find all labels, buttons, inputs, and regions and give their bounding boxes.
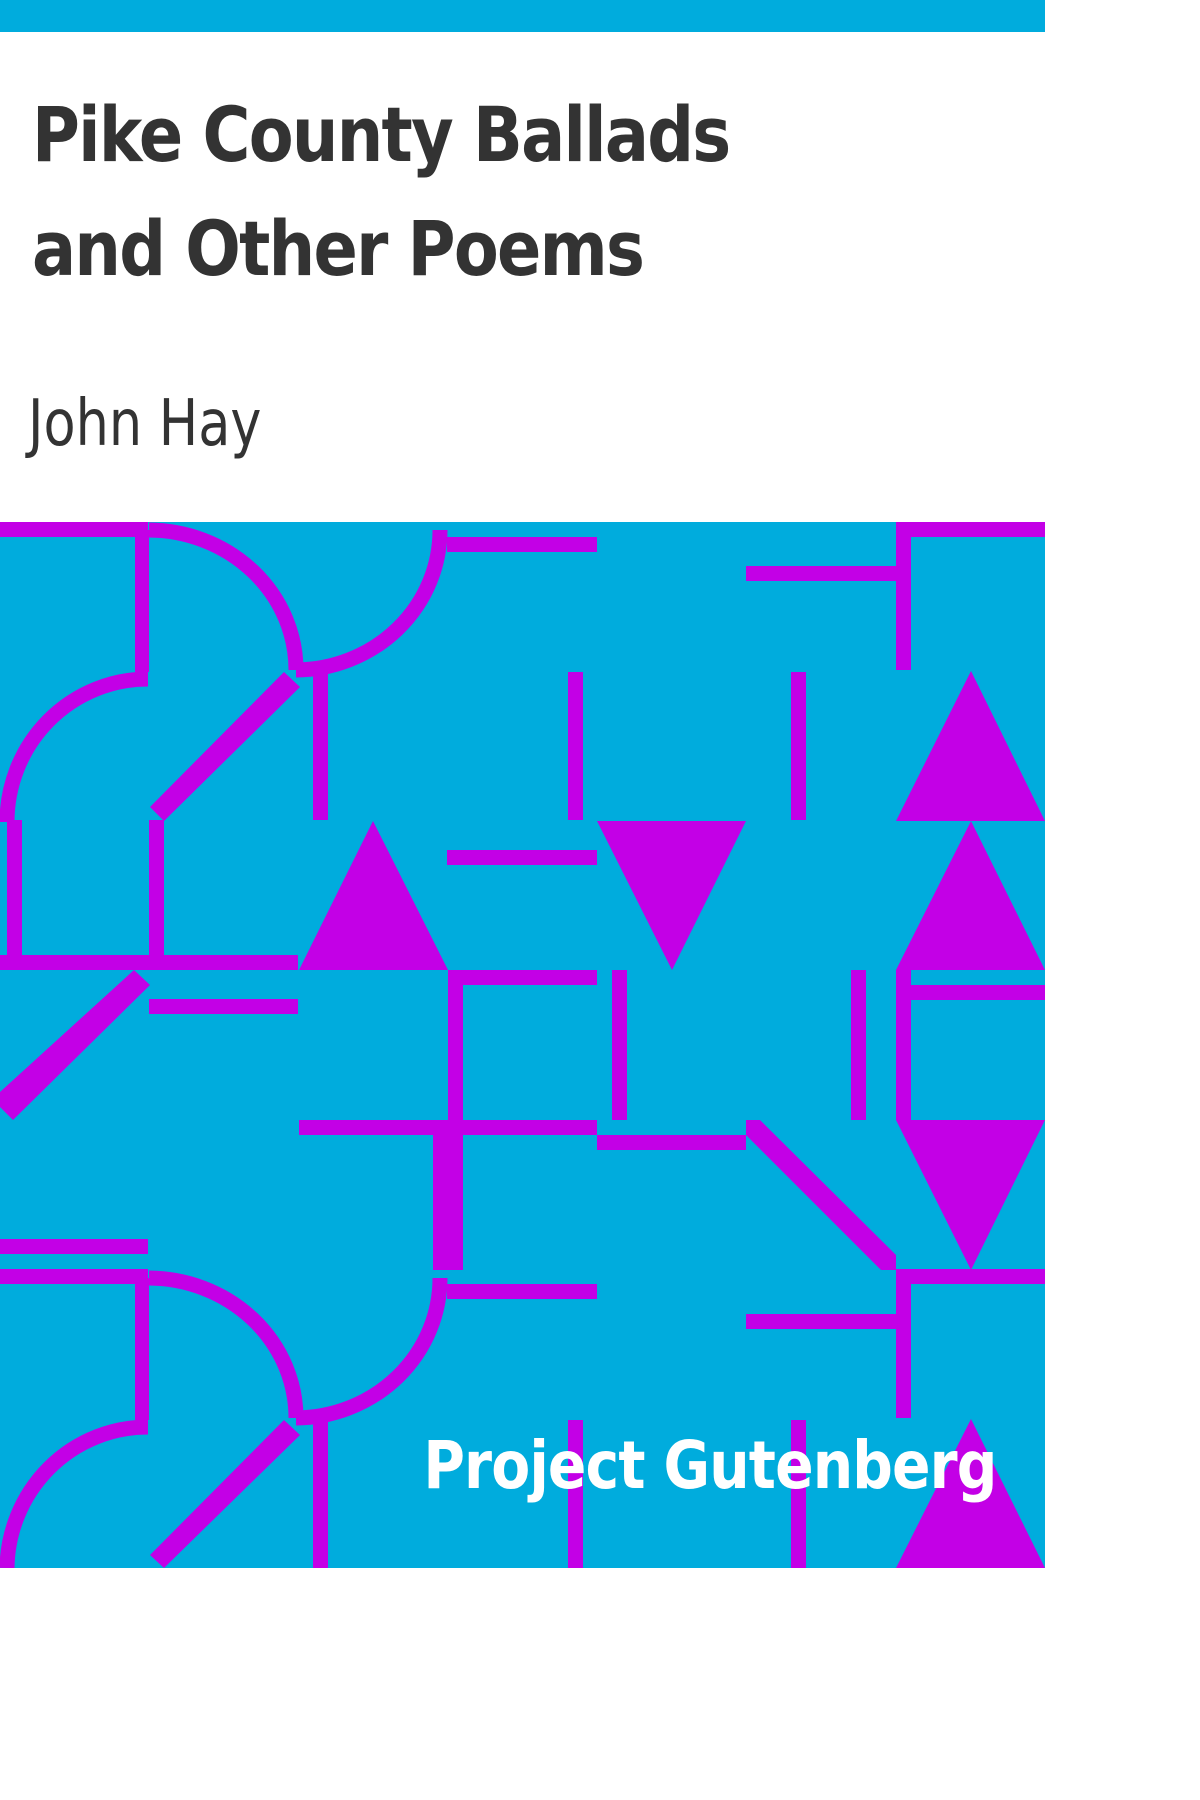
book-cover: Pike County Ballads and Other Poems John… <box>0 0 1045 1568</box>
cover-pattern <box>0 522 1045 1568</box>
book-author: John Hay <box>28 387 262 461</box>
publisher-name: Project Gutenberg <box>423 1427 998 1504</box>
top-color-bar <box>0 0 1045 32</box>
book-title: Pike County Ballads and Other Poems <box>32 90 731 293</box>
